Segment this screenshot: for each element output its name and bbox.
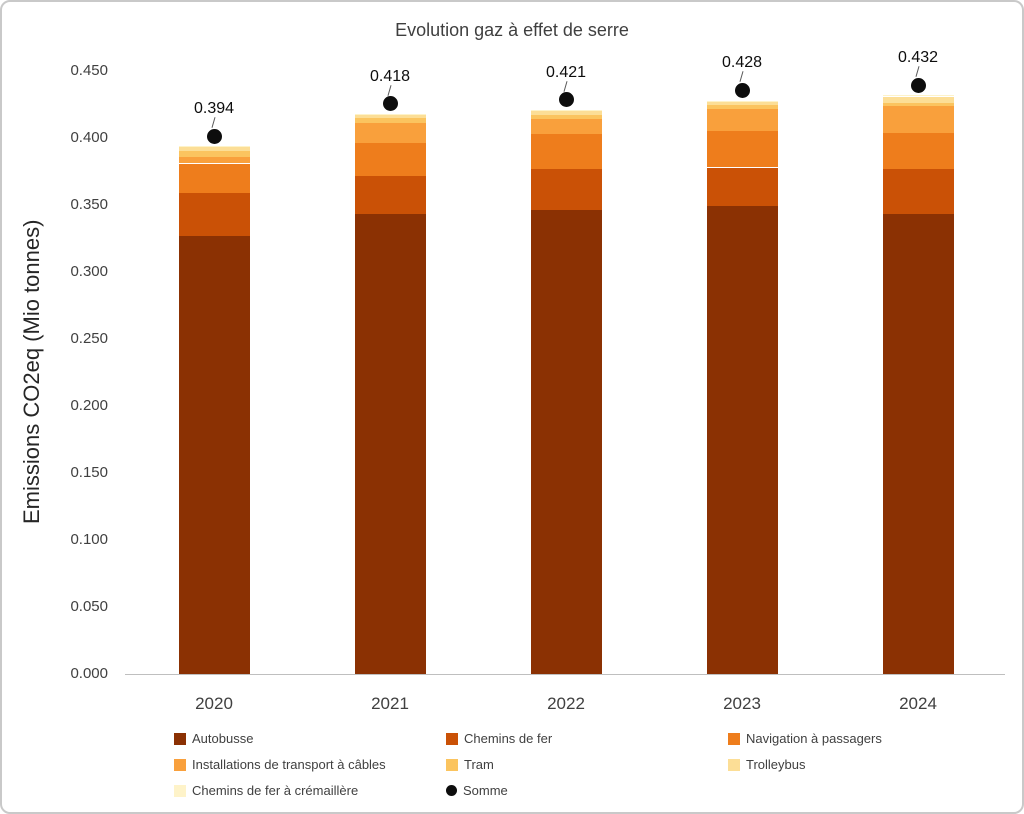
y-tick-label: 0.350 [70, 196, 108, 213]
bar-segment-tram[interactable] [178, 151, 250, 157]
bar-segment-chemins-de-fer-cr-maill-re[interactable] [706, 100, 778, 102]
legend-label: Somme [463, 783, 508, 798]
legend-swatch-icon [446, 732, 458, 745]
bar-segment-installations-de-transport-c-bles[interactable] [178, 156, 250, 164]
sum-leader-line [739, 71, 744, 83]
sum-dot[interactable] [382, 96, 398, 112]
bar-segment-trolleybus[interactable] [882, 96, 954, 103]
bar-segment-tram[interactable] [530, 115, 602, 120]
legend-swatch-icon [728, 758, 740, 771]
bar-segment-chemins-de-fer[interactable] [354, 175, 426, 215]
bar-segment-chemins-de-fer-cr-maill-re[interactable] [178, 146, 250, 148]
sum-leader-line [387, 84, 392, 96]
bar-segment-navigation-passagers[interactable] [354, 143, 426, 176]
sum-label: 0.421 [545, 63, 587, 81]
bar-segment-installations-de-transport-c-bles[interactable] [706, 108, 778, 132]
bar-segment-chemins-de-fer[interactable] [530, 168, 602, 211]
y-tick-label: 0.300 [70, 263, 108, 280]
bar-segment-trolleybus[interactable] [706, 101, 778, 106]
x-category-label: 2020 [195, 694, 233, 713]
bar-segment-installations-de-transport-c-bles[interactable] [882, 105, 954, 133]
sum-dot[interactable] [558, 92, 574, 108]
chart-title: Evolution gaz à effet de serre [395, 20, 629, 40]
legend-swatch-icon [446, 758, 458, 771]
x-category-label: 2021 [371, 694, 409, 713]
bar-segment-navigation-passagers[interactable] [882, 132, 954, 169]
y-tick-label: 0.000 [70, 665, 108, 682]
bar-segment-trolleybus[interactable] [178, 147, 250, 152]
bar-segment-trolleybus[interactable] [530, 111, 602, 116]
bar-segment-autobusse[interactable] [354, 214, 426, 674]
sum-leader-line [211, 117, 216, 128]
legend-item-autobusse[interactable]: Autobusse [174, 731, 253, 746]
bar-segment-chemins-de-fer-cr-maill-re[interactable] [882, 95, 954, 97]
legend-label: Installations de transport à câbles [192, 757, 386, 772]
y-tick-label: 0.050 [70, 598, 108, 615]
y-tick-label: 0.400 [70, 129, 108, 146]
bar-segment-chemins-de-fer[interactable] [706, 167, 778, 207]
x-category-label: 2024 [899, 694, 937, 713]
x-category-label: 2022 [547, 694, 585, 713]
bar-segment-trolleybus[interactable] [354, 115, 426, 118]
y-tick-label: 0.100 [70, 531, 108, 548]
bar-segment-chemins-de-fer[interactable] [882, 168, 954, 215]
bar-segment-chemins-de-fer[interactable] [178, 192, 250, 236]
y-tick-label: 0.250 [70, 330, 108, 347]
y-tick-label: 0.150 [70, 464, 108, 481]
sum-leader-line [563, 80, 568, 92]
legend-label: Chemins de fer [464, 731, 553, 746]
bar-segment-chemins-de-fer-cr-maill-re[interactable] [354, 113, 426, 116]
bar-segment-navigation-passagers[interactable] [706, 131, 778, 168]
bar-segment-navigation-passagers[interactable] [178, 163, 250, 193]
bar-segment-tram[interactable] [706, 105, 778, 109]
bar-segment-tram[interactable] [882, 102, 954, 106]
legend-label: Tram [464, 757, 494, 772]
sum-label: 0.428 [721, 54, 763, 72]
x-axis-line [125, 674, 1005, 675]
legend-swatch-icon [174, 758, 186, 771]
bar-segment-tram[interactable] [354, 117, 426, 124]
legend-label: Autobusse [192, 731, 254, 746]
legend-swatch-icon [174, 732, 186, 745]
legend-label: Chemins de fer à crémaillère [192, 783, 359, 798]
bar-segment-autobusse[interactable] [706, 206, 778, 674]
bar-segment-autobusse[interactable] [178, 235, 250, 674]
y-tick-label: 0.200 [70, 397, 108, 414]
legend-swatch-icon [728, 732, 740, 745]
legend-swatch-icon [174, 784, 186, 797]
legend-label: Trolleybus [746, 757, 806, 772]
legend-item-navigation-passagers[interactable]: Navigation à passagers [728, 731, 882, 746]
sum-dot[interactable] [734, 82, 750, 98]
y-tick-label: 0.450 [70, 62, 108, 79]
sum-dot[interactable] [910, 77, 926, 93]
legend-item-installations-de-transport-c-bles[interactable]: Installations de transport à câbles [174, 757, 386, 772]
sum-label: 0.432 [897, 49, 939, 67]
legend-item-chemins-de-fer-cr-maill-re[interactable]: Chemins de fer à crémaillère [174, 783, 358, 798]
legend-item-tram[interactable]: Tram [446, 757, 494, 772]
legend-label: Navigation à passagers [746, 731, 882, 746]
sum-dot[interactable] [206, 128, 222, 144]
bar-segment-installations-de-transport-c-bles[interactable] [530, 119, 602, 134]
legend-item-somme[interactable]: Somme [446, 783, 508, 798]
sum-label: 0.418 [369, 67, 411, 85]
sum-leader-line [915, 66, 920, 78]
bar-segment-navigation-passagers[interactable] [530, 134, 602, 169]
bar-segment-installations-de-transport-c-bles[interactable] [354, 123, 426, 144]
x-category-label: 2023 [723, 694, 761, 713]
legend-item-trolleybus[interactable]: Trolleybus [728, 757, 805, 772]
legend-item-chemins-de-fer[interactable]: Chemins de fer [446, 731, 552, 746]
sum-label: 0.394 [193, 100, 235, 118]
bar-segment-autobusse[interactable] [530, 210, 602, 674]
bar-segment-autobusse[interactable] [882, 214, 954, 674]
legend-circle-marker-icon [446, 785, 457, 796]
bar-segment-chemins-de-fer-cr-maill-re[interactable] [530, 109, 602, 112]
